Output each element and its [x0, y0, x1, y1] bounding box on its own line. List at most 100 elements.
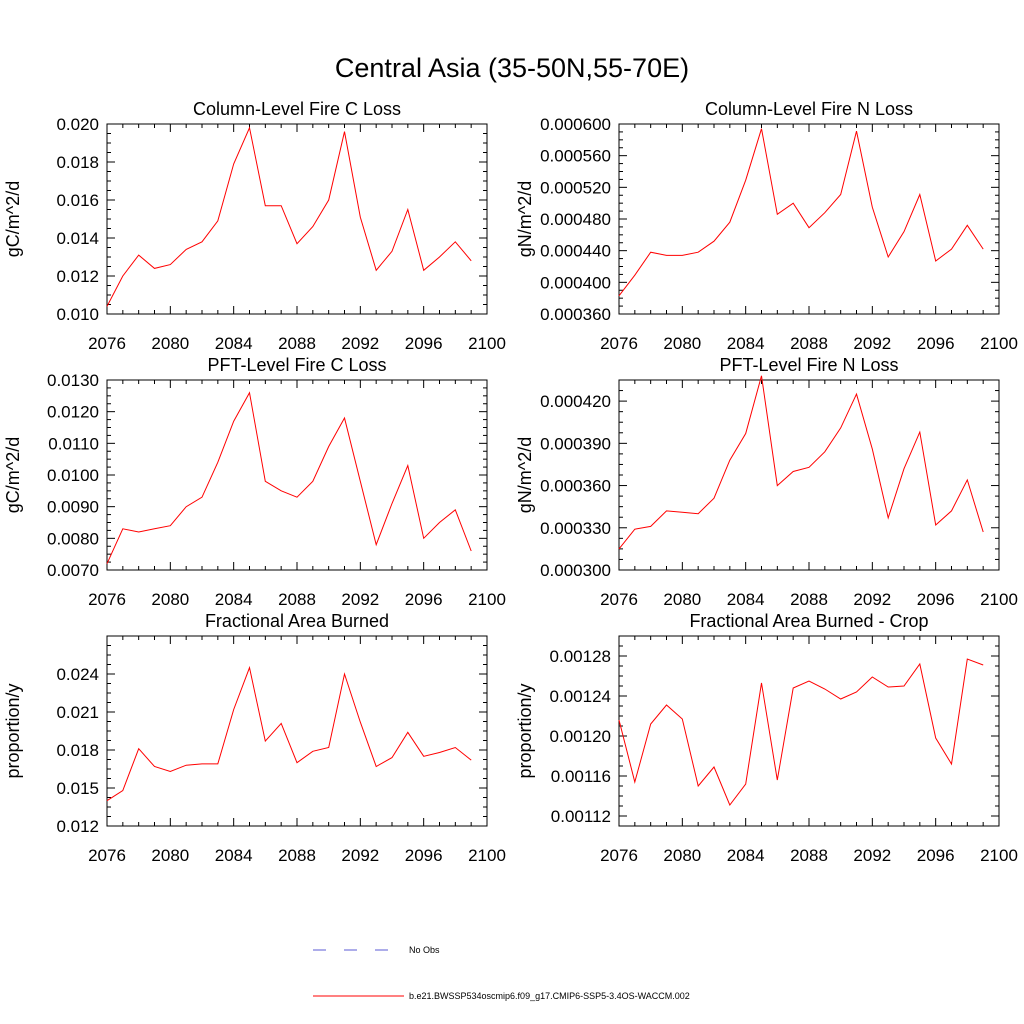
x-tick-label: 2076 — [600, 846, 638, 865]
y-axis-label: gC/m^2/d — [3, 181, 23, 257]
y-tick-label: 0.024 — [56, 665, 99, 684]
y-tick-label: 0.020 — [56, 115, 99, 134]
y-tick-label: 0.000330 — [540, 519, 611, 538]
y-tick-label: 0.0110 — [48, 434, 99, 453]
y-tick-label: 0.00128 — [550, 647, 611, 666]
y-tick-label: 0.000360 — [540, 305, 611, 324]
y-tick-label: 0.000480 — [540, 210, 611, 229]
y-tick-label: 0.00120 — [550, 727, 611, 746]
plot-frame — [618, 123, 1000, 315]
series-line — [618, 128, 984, 297]
y-tick-label: 0.018 — [56, 153, 99, 172]
y-axis-label: proportion/y — [3, 683, 23, 778]
figure-title: Central Asia (35-50N,55-70E) — [335, 53, 689, 83]
x-tick-label: 2080 — [151, 590, 189, 609]
x-tick-label: 2092 — [853, 590, 891, 609]
y-tick-label: 0.000300 — [540, 561, 611, 580]
x-tick-label: 2100 — [468, 846, 506, 865]
chart-panel-5: Fractional Area Burned proportion/y 2076 20… — [3, 611, 506, 865]
y-tick-label: 0.000420 — [540, 392, 611, 411]
y-tick-label: 0.0100 — [47, 466, 99, 485]
x-tick-label: 2088 — [790, 846, 828, 865]
x-tick-label: 2080 — [663, 590, 701, 609]
panel-title: Column-Level Fire C Loss — [193, 99, 401, 119]
x-tick-label: 2092 — [341, 846, 379, 865]
x-tick-label: 2096 — [917, 590, 955, 609]
y-tick-label: 0.000400 — [540, 273, 611, 292]
x-tick-label: 2076 — [88, 590, 126, 609]
x-tick-label: 2092 — [341, 590, 379, 609]
y-tick-label: 0.021 — [56, 703, 99, 722]
x-tick-label: 2096 — [405, 590, 443, 609]
y-tick-label: 0.00116 — [551, 767, 611, 786]
chart-panel-1: Column-Level Fire C Loss gC/m^2/d 2076 2080… — [3, 99, 506, 353]
x-tick-label: 2080 — [663, 334, 701, 353]
panel-title: Fractional Area Burned - Crop — [689, 611, 928, 631]
y-tick-label: 0.0130 — [47, 371, 99, 390]
series-line — [106, 391, 472, 564]
x-tick-label: 2084 — [727, 334, 765, 353]
y-tick-label: 0.0120 — [47, 403, 99, 422]
y-tick-label: 0.00112 — [551, 807, 611, 826]
x-tick-label: 2092 — [853, 846, 891, 865]
chart-panel-6: Fractional Area Burned - Crop proportion/… — [515, 611, 1018, 865]
chart-panel-4: PFT-Level Fire N Loss gN/m^2/d 2076 2080 208… — [515, 355, 1018, 609]
x-tick-label: 2096 — [917, 334, 955, 353]
y-tick-label: 0.000440 — [540, 242, 611, 261]
x-tick-label: 2076 — [88, 334, 126, 353]
x-tick-label: 2080 — [151, 846, 189, 865]
panel-title: Column-Level Fire N Loss — [705, 99, 913, 119]
y-tick-label: 0.014 — [56, 229, 99, 248]
x-tick-label: 2100 — [980, 846, 1018, 865]
y-axis-label: gN/m^2/d — [515, 181, 535, 257]
y-tick-label: 0.0090 — [47, 498, 99, 517]
plot-frame — [106, 379, 488, 571]
y-tick-label: 0.010 — [56, 305, 99, 324]
x-tick-label: 2088 — [278, 590, 316, 609]
panel-title: PFT-Level Fire C Loss — [207, 355, 386, 375]
y-tick-label: 0.0080 — [47, 529, 99, 548]
x-tick-label: 2096 — [405, 846, 443, 865]
x-tick-label: 2088 — [790, 334, 828, 353]
series-line — [106, 665, 472, 802]
legend-item: b.e21.BWSSP534oscmip6.f09_g17.CMIP6-SSP5… — [313, 991, 690, 1001]
series-line — [106, 126, 472, 307]
y-tick-label: 0.000360 — [540, 477, 611, 496]
x-tick-label: 2088 — [278, 846, 316, 865]
y-tick-label: 0.000600 — [540, 115, 611, 134]
x-tick-label: 2080 — [151, 334, 189, 353]
panel-title: PFT-Level Fire N Loss — [719, 355, 898, 375]
x-tick-label: 2076 — [600, 334, 638, 353]
plot-frame — [106, 635, 488, 827]
y-tick-label: 0.012 — [56, 817, 99, 836]
y-tick-label: 0.016 — [56, 191, 99, 210]
plot-frame — [618, 635, 1000, 827]
x-tick-label: 2084 — [215, 334, 253, 353]
x-tick-label: 2076 — [88, 846, 126, 865]
y-axis-label: gN/m^2/d — [515, 437, 535, 513]
legend: No Obs b.e21.BWSSP534oscmip6.f09_g17.CMIP… — [313, 945, 690, 1001]
x-tick-label: 2100 — [980, 334, 1018, 353]
x-tick-label: 2084 — [215, 846, 253, 865]
x-tick-label: 2092 — [853, 334, 891, 353]
y-tick-label: 0.015 — [56, 779, 99, 798]
y-axis-label: proportion/y — [515, 683, 535, 778]
y-tick-label: 0.018 — [56, 741, 99, 760]
x-tick-label: 2100 — [468, 590, 506, 609]
x-tick-label: 2080 — [663, 846, 701, 865]
series-line — [618, 375, 984, 550]
x-tick-label: 2100 — [468, 334, 506, 353]
x-tick-label: 2084 — [215, 590, 253, 609]
legend-label: No Obs — [409, 945, 440, 955]
panel-title: Fractional Area Burned — [205, 611, 389, 631]
x-tick-label: 2096 — [917, 846, 955, 865]
y-tick-label: 0.000390 — [540, 434, 611, 453]
x-tick-label: 2096 — [405, 334, 443, 353]
y-tick-label: 0.000560 — [540, 147, 611, 166]
chart-panel-3: PFT-Level Fire C Loss gC/m^2/d 2076 2080 208… — [3, 355, 506, 609]
x-tick-label: 2088 — [790, 590, 828, 609]
y-tick-label: 0.00124 — [550, 687, 611, 706]
y-tick-label: 0.0070 — [47, 561, 99, 580]
y-tick-label: 0.000520 — [540, 178, 611, 197]
